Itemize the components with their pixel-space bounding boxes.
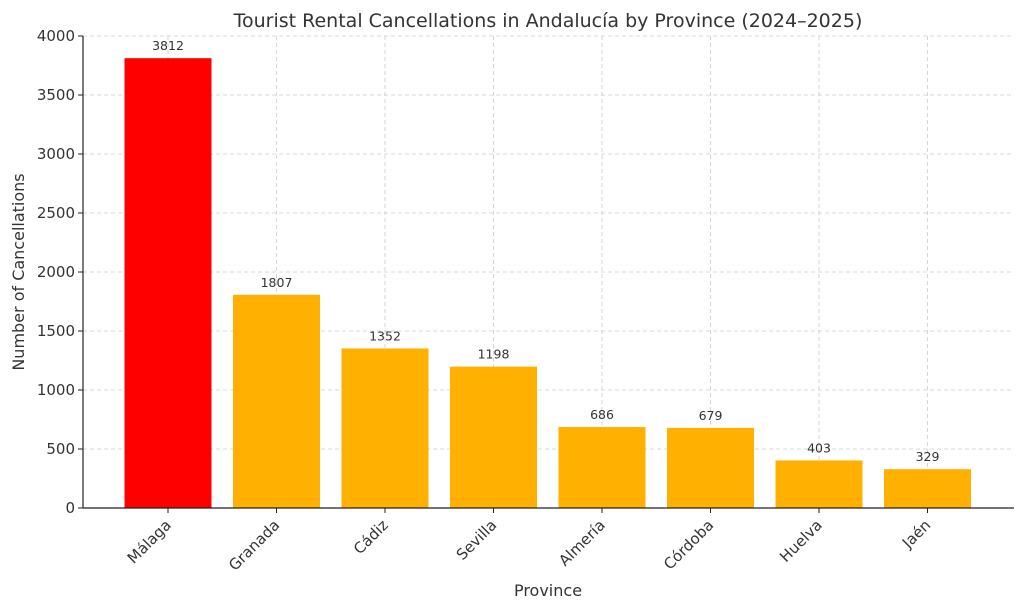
grid <box>83 35 1014 509</box>
x-axis-label: Province <box>514 581 582 600</box>
x-tick-label: Huelva <box>776 516 826 566</box>
bar-value-label: 1807 <box>261 275 293 290</box>
y-tick-label: 0 <box>65 499 75 517</box>
bar-value-label: 686 <box>590 407 614 422</box>
bar-value-label: 1198 <box>478 347 510 362</box>
data-labels: 3812 1807 1352 1198 686 679 403 329 <box>152 38 939 464</box>
x-tick-label: Málaga <box>124 516 175 567</box>
bar-value-label: 679 <box>699 408 723 423</box>
x-tick-label: Jaén <box>898 516 934 552</box>
bar <box>775 460 863 508</box>
bar-value-label: 329 <box>916 449 940 464</box>
bar-value-label: 1352 <box>369 328 401 343</box>
x-tick-label: Granada <box>225 516 283 574</box>
chart-title: Tourist Rental Cancellations in Andalucí… <box>233 10 863 32</box>
bars <box>124 58 971 509</box>
bar <box>450 366 537 508</box>
y-tick-label: 500 <box>46 440 75 458</box>
y-tick-label: 1500 <box>37 322 75 340</box>
y-axis-label: Number of Cancellations <box>9 173 28 370</box>
bar <box>233 294 320 508</box>
y-tick-label: 2000 <box>37 263 75 281</box>
y-tick-label: 3000 <box>37 145 75 163</box>
y-tick-label: 2500 <box>37 204 75 222</box>
bar <box>884 469 971 508</box>
x-tick-label: Almería <box>555 516 609 570</box>
x-tick-label: Córdoba <box>660 516 717 573</box>
x-tick-label: Cádiz <box>350 516 392 558</box>
y-tick-label: 4000 <box>37 27 75 45</box>
bar <box>341 348 429 508</box>
bar-value-label: 403 <box>807 440 831 455</box>
bar-value-label: 3812 <box>152 38 184 53</box>
y-tick-label: 3500 <box>37 86 75 104</box>
bar <box>667 427 754 508</box>
y-tick-label: 1000 <box>37 381 75 399</box>
bar <box>558 427 646 508</box>
bar <box>124 58 212 509</box>
x-tick-label: Sevilla <box>453 516 501 564</box>
